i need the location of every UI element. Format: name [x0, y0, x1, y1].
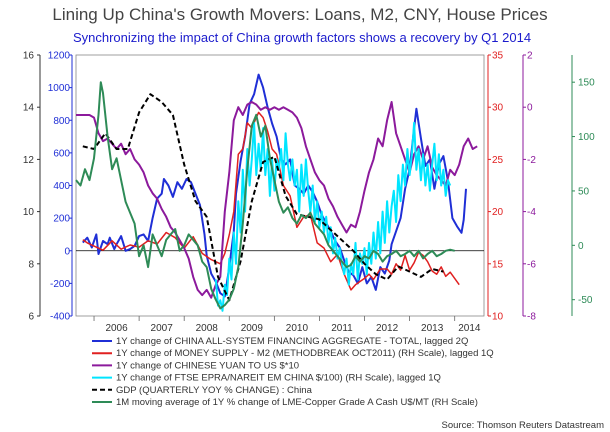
- m2-right-tick-label: 15: [492, 259, 504, 270]
- x-axis: 2006 2007 2008 2009 2010 2011 2012 2013 2014: [93, 316, 481, 334]
- cny-right-tick-label: -6: [527, 259, 536, 270]
- gdp-outer-left-tick-label: 10: [23, 207, 35, 218]
- loans-inner-left-tick-label: 200: [53, 214, 70, 225]
- copper-right-tick-label: 0: [578, 241, 584, 252]
- copper-right-tick-label: 50: [578, 186, 590, 197]
- legend-label-4: GDP (QUARTERLY YOY % CHANGE) : China: [116, 385, 313, 396]
- gdp-outer-left-tick-label: 8: [28, 259, 34, 270]
- copper-right-tick-label: 100: [578, 132, 595, 143]
- x-tick-label: 2008: [196, 323, 219, 334]
- legend-label-3: 1Y change of FTSE EPRA/NAREIT EM CHINA $…: [116, 373, 441, 384]
- loans-inner-left-tick-label: 400: [53, 181, 70, 192]
- legend-label-2: 1Y change of CHINESE YUAN TO US $*10: [116, 360, 299, 371]
- chart-subtitle: Synchronizing the impact of China growth…: [73, 30, 531, 45]
- loans-inner-left-tick-label: -400: [50, 312, 70, 323]
- legend-label-5: 1M moving average of 1Y % change of LME-…: [116, 397, 478, 408]
- x-tick-label: 2012: [376, 323, 399, 334]
- legend-label-1: 1Y change of MONEY SUPPLY - M2 (METHODBR…: [116, 348, 494, 359]
- series-lines: [75, 73, 478, 312]
- m2-right-tick-label: 30: [492, 103, 504, 114]
- copper-right-tick-label: -50: [578, 295, 593, 306]
- x-tick-label: 2010: [286, 323, 309, 334]
- gdp-outer-left-tick-label: 14: [23, 103, 35, 114]
- cny-right-tick-label: 2: [527, 51, 533, 62]
- gdp-outer-left-tick-label: 6: [28, 312, 34, 323]
- loans-inner-left-tick-label: -200: [50, 279, 70, 290]
- loans-inner-left-tick-label: 1000: [48, 83, 71, 94]
- loans-inner-left-tick-label: 800: [53, 116, 70, 127]
- cny-right-tick-label: 0: [527, 103, 533, 114]
- cny-right-tick-label: -4: [527, 207, 536, 218]
- m2-right-tick-label: 20: [492, 207, 504, 218]
- y-axes: 6810121416-400-2000200400600800100012001…: [23, 51, 595, 323]
- m2-right-tick-label: 10: [492, 312, 504, 323]
- series-line-0: [82, 73, 467, 298]
- copper-right-tick-label: 150: [578, 78, 595, 89]
- plot-area: [75, 54, 485, 317]
- x-tick-label: 2014: [458, 323, 481, 334]
- x-tick-label: 2009: [241, 323, 264, 334]
- series-line-4: [82, 93, 444, 302]
- source-note: Source: Thomson Reuters Datastream: [442, 420, 605, 431]
- x-tick-label: 2007: [151, 323, 174, 334]
- loans-inner-left-tick-label: 0: [64, 246, 70, 257]
- series-line-3: [214, 121, 452, 312]
- cny-right-tick-label: -2: [527, 155, 536, 166]
- loans-inner-left-tick-label: 1200: [48, 51, 71, 62]
- gdp-outer-left-tick-label: 16: [23, 51, 35, 62]
- x-tick-label: 2013: [421, 323, 444, 334]
- legend-label-0: 1Y change of CHINA ALL-SYSTEM FINANCING …: [116, 336, 468, 347]
- x-tick-label: 2011: [331, 323, 353, 334]
- m2-right-tick-label: 35: [492, 51, 504, 62]
- series-line-5: [75, 81, 455, 310]
- legend: 1Y change of CHINA ALL-SYSTEM FINANCING …: [92, 336, 494, 408]
- x-tick-label: 2006: [105, 323, 128, 334]
- m2-right-tick-label: 25: [492, 155, 504, 166]
- loans-inner-left-tick-label: 600: [53, 148, 70, 159]
- cny-right-tick-label: -8: [527, 312, 536, 323]
- chart-title: Lining Up China's Growth Movers: Loans, …: [52, 5, 547, 24]
- gdp-outer-left-tick-label: 12: [23, 155, 35, 166]
